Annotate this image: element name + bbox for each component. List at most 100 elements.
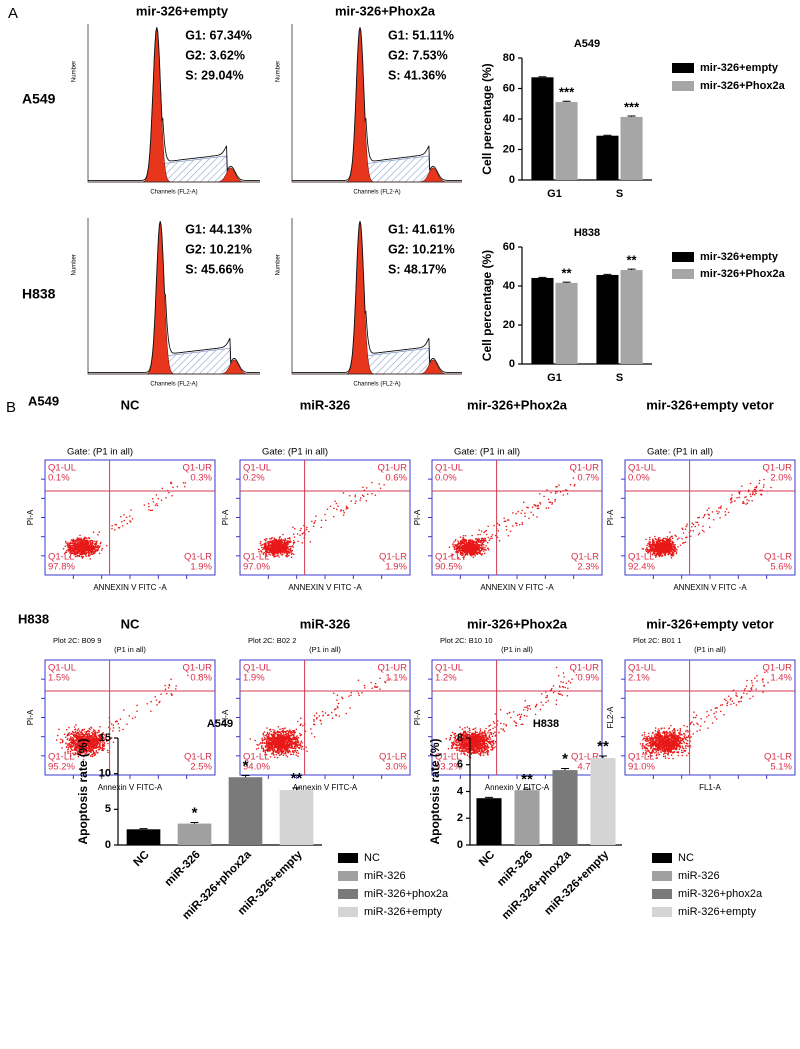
gate-label: Plot 2C: B10 10 — [440, 636, 493, 645]
legend-swatch — [672, 63, 694, 73]
legend-label: miR-326+empty — [364, 906, 442, 918]
dot-plot-title: mir-326+Phox2a — [467, 616, 568, 631]
quadrant-name: Q1-UL — [48, 663, 76, 674]
histogram-axes — [291, 218, 462, 375]
bar — [531, 277, 554, 364]
quadrant-name: Q1-LL — [628, 552, 654, 563]
error-bar — [562, 100, 571, 103]
quadrant-percent: 4.7% — [577, 762, 599, 773]
legend-label: miR-326+phox2a — [678, 888, 763, 900]
dot-cloud — [249, 677, 391, 759]
quadrant-percent: 1.2% — [435, 673, 457, 684]
y-tick-label: 80 — [503, 52, 515, 64]
dot-plot-title: NC — [121, 397, 140, 412]
histogram-ylabel: Number — [72, 254, 78, 275]
dot-plot-xlabel: ANNEXIN V FITC -A — [480, 583, 554, 592]
bar — [555, 102, 578, 180]
y-tick-label: 20 — [503, 319, 515, 331]
significance-label: * — [562, 750, 568, 767]
error-bar — [292, 787, 301, 791]
error-bar — [538, 276, 547, 278]
legend-label: mir-326+Phox2a — [700, 80, 786, 92]
gate-label: (P1 in all) — [694, 645, 726, 654]
dot-cloud — [62, 481, 187, 560]
quadrant-name: Q1-UL — [243, 463, 271, 474]
quadrant-name: Q1-UR — [762, 663, 792, 674]
quadrant-name: Q1-UL — [628, 663, 656, 674]
quadrant-percent: 5.1% — [770, 762, 792, 773]
histogram-stat: G2: 10.21% — [185, 242, 252, 256]
quadrant-name: Q1-UR — [569, 463, 599, 474]
histogram-stat: S: 29.04% — [185, 68, 243, 82]
quadrant-name: Q1-UR — [762, 463, 792, 474]
histogram-outline — [88, 220, 260, 373]
bar — [620, 270, 643, 364]
quadrant-percent: 97.0% — [243, 562, 270, 573]
dot-plot-xlabel: Annexin V FITC-A — [293, 783, 358, 792]
plot-frame — [239, 459, 411, 576]
histogram-xlabel: Channels (FL2-A) — [150, 382, 197, 388]
quadrant-percent: 92.4% — [628, 562, 655, 573]
histogram-axes — [87, 218, 260, 375]
bar — [531, 77, 554, 180]
plot-frame — [431, 459, 603, 576]
quadrant-percent: 1.9% — [243, 673, 265, 684]
significance-label: *** — [624, 99, 640, 114]
significance-label: ** — [521, 771, 533, 788]
significance-label: * — [243, 757, 249, 774]
legend-label: NC — [364, 852, 380, 864]
quadrant-percent: 0.0% — [435, 473, 457, 484]
quadrant-percent: 0.3% — [190, 473, 212, 484]
quadrant-percent: 0.8% — [190, 673, 212, 684]
dot-plot-xlabel: Annexin V FITC-A — [485, 783, 550, 792]
x-tick-label: miR-326 — [163, 849, 203, 889]
plot-frame — [239, 659, 411, 776]
error-bar — [523, 788, 531, 791]
legend-swatch — [338, 889, 358, 899]
dot-plot-xlabel: ANNEXIN V FITC -A — [288, 583, 362, 592]
bar — [476, 798, 502, 845]
dot-plot-ylabel: PI-A — [221, 709, 230, 725]
histogram-xlabel: Channels (FL2-A) — [150, 190, 197, 196]
y-tick-label: 60 — [503, 241, 515, 253]
dot-plot-ylabel: PI-A — [26, 709, 35, 725]
dot-plot-xlabel: FL1-A — [699, 783, 721, 792]
x-tick-label: NC — [477, 849, 497, 869]
bar — [596, 274, 619, 364]
error-bar — [241, 774, 250, 778]
significance-label: ** — [597, 738, 609, 755]
quadrant-name: Q1-LL — [48, 552, 74, 563]
legend-swatch — [652, 889, 672, 899]
histogram-stat: G1: 67.34% — [185, 28, 252, 42]
dot-plot-ylabel: PI-A — [26, 509, 35, 525]
x-tick-label: miR-326 — [495, 849, 535, 889]
error-bar — [561, 767, 569, 771]
quadrant-percent: 2.1% — [628, 673, 650, 684]
x-tick-label: miR-326+phox2a — [500, 848, 574, 922]
dot-plot-title: mir-326+empty vetor — [646, 616, 774, 631]
dot-cloud — [641, 478, 772, 559]
quadrant-percent: 1.5% — [48, 673, 70, 684]
chart-title: H838 — [574, 227, 600, 239]
bar — [590, 758, 616, 845]
gate-label: Gate: (P1 in all) — [262, 447, 328, 458]
legend-swatch — [338, 853, 358, 863]
dot-cloud — [445, 666, 578, 759]
legend-label: miR-326+phox2a — [364, 888, 449, 900]
gate-label: Gate: (P1 in all) — [647, 447, 713, 458]
error-bar — [562, 281, 571, 283]
plot-frame — [44, 659, 216, 776]
quadrant-percent: 0.1% — [48, 473, 70, 484]
row-label: A549 — [28, 393, 59, 408]
dot-cloud — [639, 671, 769, 760]
dot-plot-ylabel: FL2-A — [606, 706, 615, 728]
quadrant-name: Q1-LL — [628, 752, 654, 763]
legend-swatch — [652, 907, 672, 917]
bar — [177, 823, 212, 845]
gate-label: Plot 2C: B09 9 — [53, 636, 101, 645]
y-tick-label: 0 — [457, 839, 463, 851]
